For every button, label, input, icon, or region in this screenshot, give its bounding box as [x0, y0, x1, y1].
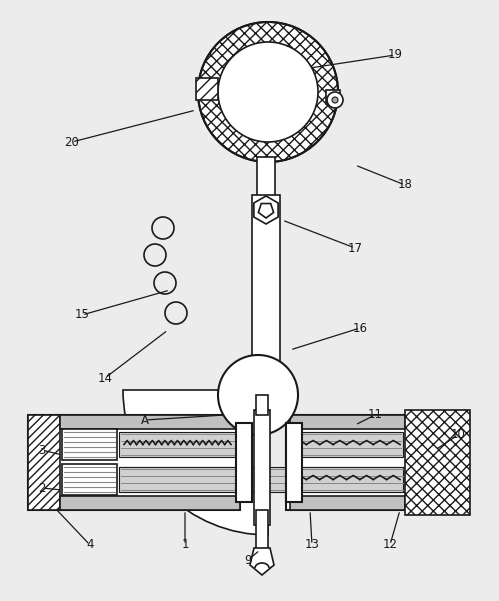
Text: 13: 13 [304, 538, 319, 552]
Text: 2: 2 [38, 481, 46, 495]
Bar [28, 415, 240, 510]
Text: 10: 10 [451, 429, 466, 442]
Bar [286, 423, 302, 502]
Text: 11: 11 [367, 409, 383, 421]
Bar [196, 78, 218, 100]
Bar [290, 496, 405, 510]
Text: 17: 17 [347, 242, 362, 254]
Circle shape [218, 42, 318, 142]
Bar [257, 157, 275, 210]
Text: A: A [141, 413, 149, 427]
Bar [326, 90, 340, 104]
Wedge shape [123, 390, 268, 535]
Bar [60, 496, 240, 510]
Circle shape [259, 371, 273, 385]
Bar [62, 429, 117, 460]
Polygon shape [258, 204, 273, 218]
Text: 16: 16 [352, 322, 367, 335]
Bar [60, 415, 240, 429]
Bar [290, 432, 403, 457]
Bar [119, 432, 236, 457]
Text: 20: 20 [64, 135, 79, 148]
Text: 14: 14 [97, 371, 112, 385]
Text: 18: 18 [398, 178, 413, 192]
Circle shape [198, 22, 338, 162]
Polygon shape [254, 196, 278, 224]
Circle shape [144, 244, 166, 266]
Circle shape [154, 272, 176, 294]
Bar [405, 410, 470, 515]
Text: 3: 3 [38, 444, 46, 457]
Circle shape [218, 355, 298, 435]
Bar [236, 423, 252, 502]
Bar [252, 195, 280, 390]
Circle shape [254, 366, 278, 390]
Text: 1: 1 [181, 538, 189, 552]
Bar [119, 467, 405, 492]
Bar [254, 410, 270, 525]
Text: 12: 12 [383, 538, 398, 552]
Bar [290, 415, 405, 429]
Circle shape [327, 92, 343, 108]
Bar [256, 510, 268, 550]
Circle shape [165, 302, 187, 324]
Bar [286, 415, 441, 510]
Circle shape [332, 97, 338, 103]
Bar [290, 467, 403, 492]
Bar [62, 464, 117, 495]
Bar [256, 395, 268, 415]
Text: 19: 19 [388, 49, 403, 61]
Bar [119, 467, 236, 492]
Text: 15: 15 [74, 308, 89, 322]
Polygon shape [250, 548, 274, 575]
Bar [28, 415, 60, 510]
Text: 4: 4 [86, 538, 94, 552]
Circle shape [152, 217, 174, 239]
Text: 9: 9 [244, 554, 252, 567]
